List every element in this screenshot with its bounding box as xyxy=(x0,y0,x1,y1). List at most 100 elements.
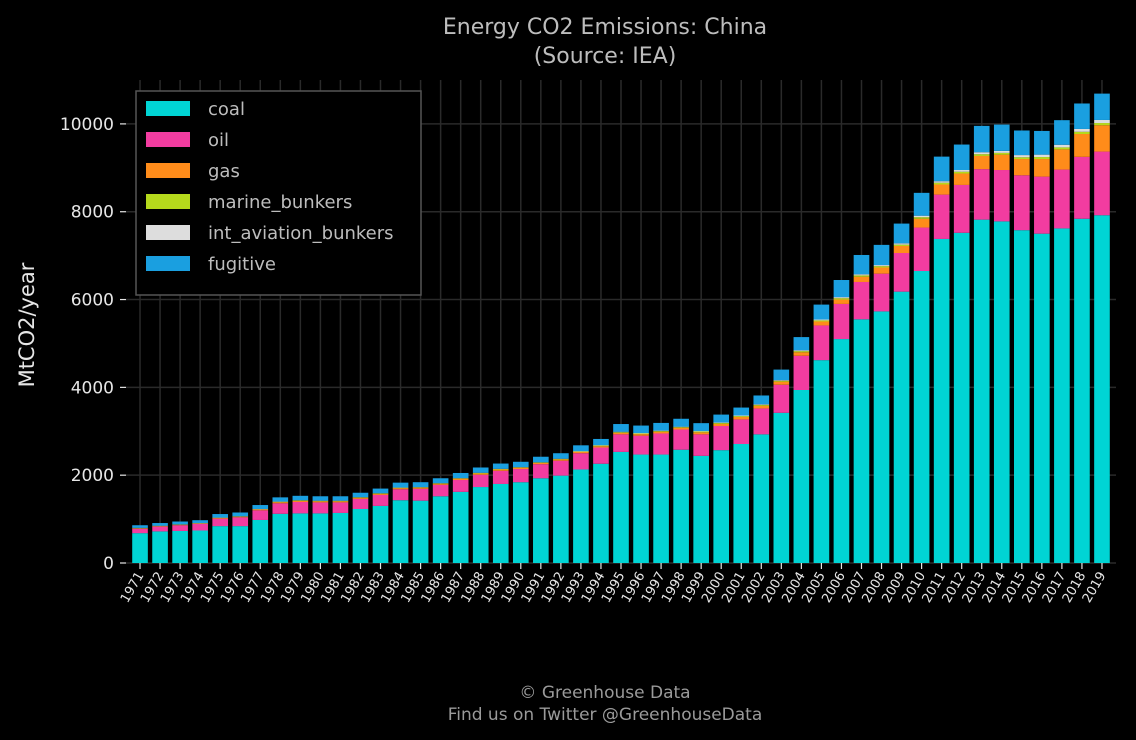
bar-gas-1977 xyxy=(252,509,269,511)
legend-label-marine_bunkers: marine_bunkers xyxy=(208,192,352,213)
legend-swatch-coal xyxy=(146,101,190,116)
bar-oil-2012 xyxy=(953,184,970,233)
bar-fugitive-1998 xyxy=(673,418,689,427)
bar-fugitive-1983 xyxy=(372,488,389,494)
bar-oil-1993 xyxy=(573,453,589,470)
bar-coal-2017 xyxy=(1054,228,1070,563)
bar-oil-1996 xyxy=(633,435,649,455)
bar-fugitive-2006 xyxy=(833,280,850,298)
bar-gas-1985 xyxy=(412,487,429,489)
bar-gas-1976 xyxy=(232,516,249,518)
bar-coal-2006 xyxy=(833,339,850,563)
y-tick-label: 4000 xyxy=(71,378,114,398)
bar-marine_bunkers-2010 xyxy=(913,217,930,219)
bar-oil-1994 xyxy=(593,447,609,464)
bar-fugitive-1972 xyxy=(152,523,168,526)
bar-fugitive-2015 xyxy=(1014,130,1030,156)
bar-gas-1980 xyxy=(312,501,329,503)
bar-gas-2012 xyxy=(953,173,970,185)
bar-coal-2009 xyxy=(893,291,910,563)
bar-coal-1995 xyxy=(613,451,629,563)
bar-gas-2011 xyxy=(933,184,950,195)
bar-oil-1998 xyxy=(673,429,689,450)
bar-marine_bunkers-2012 xyxy=(953,171,970,174)
bar-marine_bunkers-2017 xyxy=(1054,147,1070,150)
bar-oil-1991 xyxy=(533,464,549,479)
bar-coal-1979 xyxy=(292,513,309,563)
bar-fugitive-1980 xyxy=(312,496,329,501)
bar-coal-1990 xyxy=(512,482,529,563)
bar-marine_bunkers-2018 xyxy=(1074,131,1090,135)
bar-fugitive-2017 xyxy=(1054,120,1070,145)
bar-coal-2011 xyxy=(933,238,950,563)
bar-coal-1980 xyxy=(312,513,329,563)
chart-title: Energy CO2 Emissions: China xyxy=(443,15,767,40)
bar-fugitive-2001 xyxy=(733,407,750,416)
bar-marine_bunkers-2016 xyxy=(1034,157,1050,160)
bar-oil-1982 xyxy=(352,498,369,509)
bar-coal-1996 xyxy=(633,454,649,563)
legend-swatch-marine_bunkers xyxy=(146,194,190,209)
bar-oil-2005 xyxy=(813,325,830,361)
bar-oil-1976 xyxy=(232,517,249,527)
bar-coal-2016 xyxy=(1034,233,1050,563)
bar-fugitive-2000 xyxy=(713,414,730,423)
y-axis-label: MtCO2/year xyxy=(15,262,39,387)
bar-fugitive-2005 xyxy=(813,304,830,320)
bar-oil-1983 xyxy=(372,494,389,506)
bar-marine_bunkers-2001 xyxy=(733,416,750,418)
bar-oil-2011 xyxy=(933,194,950,239)
legend: coal oil gas marine_bunkers int_aviation_bun… xyxy=(135,90,422,296)
bar-int_aviation_bunkers-2011 xyxy=(933,181,950,183)
bar-coal-1972 xyxy=(152,531,168,563)
bar-marine_bunkers-2011 xyxy=(933,182,950,185)
bar-coal-2014 xyxy=(993,221,1010,563)
bar-fugitive-2009 xyxy=(893,223,910,244)
bar-fugitive-1971 xyxy=(132,525,148,528)
bar-marine_bunkers-2005 xyxy=(813,320,830,322)
bar-gas-1987 xyxy=(452,478,469,481)
bar-coal-1998 xyxy=(673,449,689,563)
bar-fugitive-2016 xyxy=(1034,130,1050,155)
bar-fugitive-1979 xyxy=(292,495,309,501)
bar-fugitive-1991 xyxy=(533,456,549,463)
y-tick-label: 2000 xyxy=(71,466,114,486)
bar-coal-1981 xyxy=(332,512,349,563)
bar-coal-2004 xyxy=(793,389,810,563)
x-axis: 1971197219731974197519761977197819791980… xyxy=(118,563,1109,606)
bar-coal-1975 xyxy=(212,526,228,563)
bar-gas-2014 xyxy=(993,154,1010,171)
bar-coal-2007 xyxy=(853,319,870,563)
bar-fugitive-1973 xyxy=(172,521,188,525)
bar-gas-1983 xyxy=(372,493,389,495)
bar-marine_bunkers-2019 xyxy=(1094,123,1110,126)
bar-fugitive-1975 xyxy=(212,514,228,518)
bar-gas-1986 xyxy=(432,483,449,485)
bar-int_aviation_bunkers-2005 xyxy=(813,319,830,321)
bar-coal-1986 xyxy=(432,496,449,563)
bar-gas-2019 xyxy=(1094,125,1110,152)
bar-gas-2003 xyxy=(773,381,790,385)
bar-gas-1991 xyxy=(533,462,549,465)
bar-marine_bunkers-2008 xyxy=(873,266,890,268)
bar-coal-2000 xyxy=(713,450,730,563)
bar-gas-2017 xyxy=(1054,149,1070,170)
bar-fugitive-2002 xyxy=(753,395,770,405)
bar-coal-2015 xyxy=(1014,230,1030,563)
bar-coal-2013 xyxy=(973,219,990,563)
bar-marine_bunkers-2009 xyxy=(893,244,910,246)
bar-fugitive-2010 xyxy=(913,192,930,216)
bar-gas-2005 xyxy=(813,321,830,326)
legend-swatch-gas xyxy=(146,163,190,178)
bar-fugitive-1992 xyxy=(553,453,569,459)
bar-coal-1988 xyxy=(472,487,489,563)
bar-oil-1978 xyxy=(272,503,289,514)
bar-oil-1971 xyxy=(132,528,148,534)
bar-coal-1982 xyxy=(352,508,369,563)
bar-fugitive-1987 xyxy=(452,472,469,479)
bar-fugitive-2012 xyxy=(953,144,970,171)
bar-coal-1973 xyxy=(172,530,188,563)
bar-oil-1975 xyxy=(212,518,228,527)
bar-gas-1982 xyxy=(352,497,369,499)
